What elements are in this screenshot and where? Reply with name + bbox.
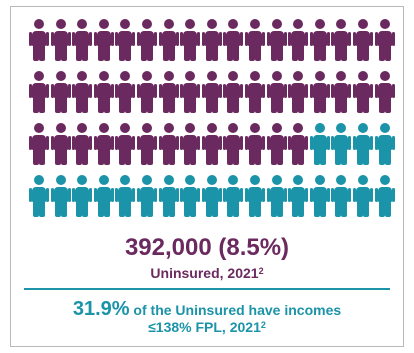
person-icon bbox=[223, 123, 244, 165]
person-icon bbox=[180, 19, 201, 61]
person-icon bbox=[115, 19, 136, 61]
person-icon bbox=[158, 175, 179, 217]
person-icon bbox=[93, 123, 114, 165]
person-icon bbox=[50, 175, 71, 217]
person-icon bbox=[331, 71, 352, 113]
uninsured-label-text: Uninsured, 2021 bbox=[150, 265, 259, 281]
person-icon bbox=[288, 123, 309, 165]
low-income-threshold: ≤138% FPL, 20212 bbox=[0, 318, 414, 336]
person-icon bbox=[374, 19, 395, 61]
person-icon bbox=[72, 175, 93, 217]
person-icon bbox=[50, 71, 71, 113]
low-income-footnote: 2 bbox=[260, 320, 266, 330]
uninsured-footnote: 2 bbox=[258, 266, 264, 276]
person-icon bbox=[29, 71, 49, 113]
person-icon bbox=[331, 19, 352, 61]
person-icon bbox=[245, 19, 265, 61]
person-icon bbox=[115, 71, 136, 113]
low-income-text: of the Uninsured have incomes bbox=[129, 302, 342, 318]
person-icon bbox=[137, 19, 157, 61]
person-icon bbox=[353, 19, 373, 61]
person-icon bbox=[288, 71, 309, 113]
person-icon bbox=[93, 71, 114, 113]
person-icon bbox=[374, 175, 395, 217]
person-icon bbox=[353, 175, 373, 217]
section-divider bbox=[24, 288, 390, 290]
person-icon bbox=[29, 175, 49, 217]
person-icon bbox=[180, 71, 201, 113]
person-icon bbox=[331, 123, 352, 165]
person-icon bbox=[50, 123, 71, 165]
person-icon bbox=[309, 175, 330, 217]
person-icon bbox=[201, 71, 222, 113]
person-icon bbox=[137, 123, 157, 165]
low-income-statement: 31.9% of the Uninsured have incomes bbox=[0, 298, 414, 322]
person-icon bbox=[223, 19, 244, 61]
person-icon bbox=[223, 175, 244, 217]
person-icon bbox=[158, 123, 179, 165]
person-icon bbox=[374, 71, 395, 113]
person-icon bbox=[266, 19, 287, 61]
person-icon bbox=[29, 123, 49, 165]
person-icon bbox=[180, 123, 201, 165]
person-icon bbox=[288, 19, 309, 61]
person-icon bbox=[245, 71, 265, 113]
person-icon bbox=[115, 123, 136, 165]
person-icon bbox=[201, 175, 222, 217]
person-icon bbox=[245, 123, 265, 165]
uninsured-count: 392,000 (8.5%) bbox=[124, 234, 290, 261]
person-icon bbox=[72, 123, 93, 165]
person-icon bbox=[266, 123, 287, 165]
person-icon bbox=[137, 71, 157, 113]
person-icon bbox=[331, 175, 352, 217]
person-icon bbox=[309, 19, 330, 61]
person-icon bbox=[115, 175, 136, 217]
person-icon bbox=[309, 123, 330, 165]
low-income-percent: 31.9% bbox=[72, 298, 130, 320]
person-icon bbox=[93, 19, 114, 61]
person-icon bbox=[50, 19, 71, 61]
person-icon bbox=[353, 123, 373, 165]
person-icon bbox=[93, 175, 114, 217]
person-icon bbox=[266, 71, 287, 113]
person-icon bbox=[374, 123, 395, 165]
person-icon bbox=[72, 19, 93, 61]
person-icon bbox=[72, 71, 93, 113]
uninsured-label: Uninsured, 20212 bbox=[0, 264, 414, 282]
person-icon bbox=[158, 19, 179, 61]
person-icon bbox=[245, 175, 265, 217]
person-icon bbox=[137, 175, 157, 217]
person-icon bbox=[180, 175, 201, 217]
person-icon bbox=[158, 71, 179, 113]
person-icon bbox=[353, 71, 373, 113]
person-icon bbox=[201, 19, 222, 61]
person-icon bbox=[201, 123, 222, 165]
person-icon bbox=[288, 175, 309, 217]
person-icon bbox=[266, 175, 287, 217]
low-income-threshold-text: ≤138% FPL, 2021 bbox=[148, 319, 261, 335]
person-icon bbox=[309, 71, 330, 113]
person-icon bbox=[223, 71, 244, 113]
person-icon bbox=[29, 19, 49, 61]
